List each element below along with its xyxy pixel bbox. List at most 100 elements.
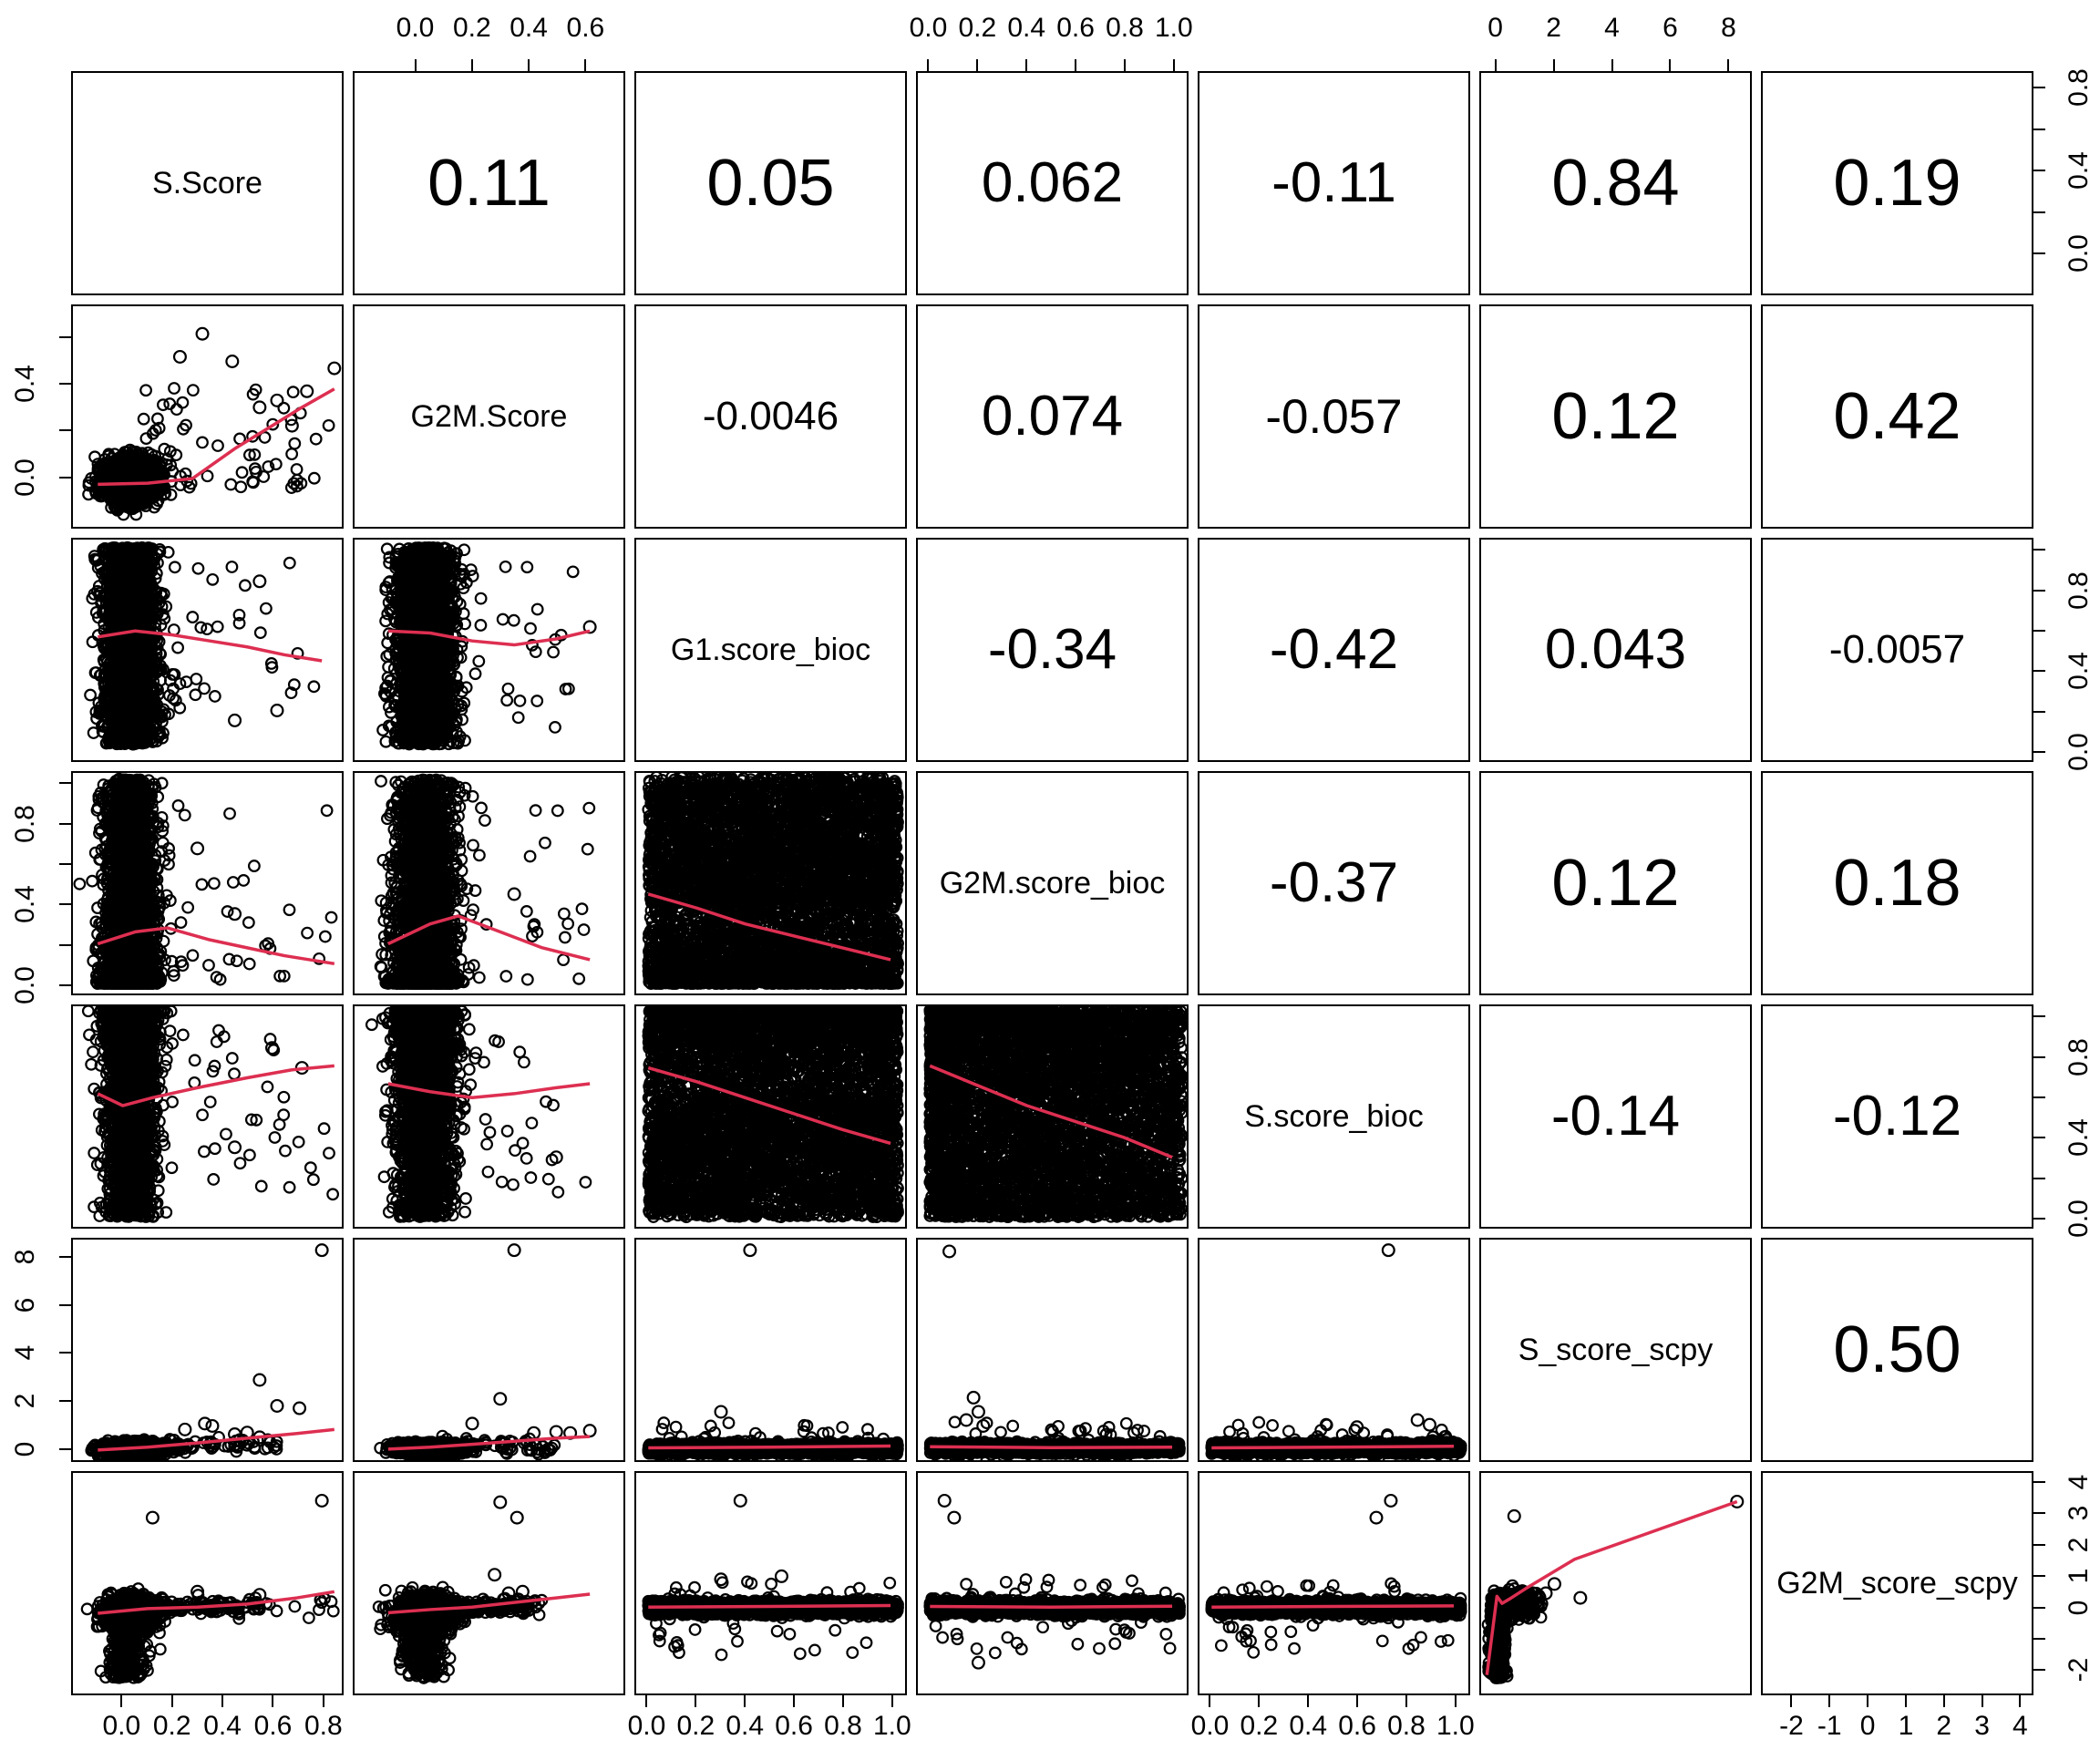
axis-tick <box>59 1352 71 1354</box>
axis-tick <box>59 1447 71 1450</box>
correlation-value: 0.062 <box>981 151 1124 214</box>
scatter-canvas <box>636 1240 905 1460</box>
correlation-value: -0.34 <box>987 618 1117 681</box>
panel-r2c3-corr: -0.0046 <box>634 304 907 529</box>
axis-tick <box>1454 1695 1457 1707</box>
axis-tick <box>59 1399 71 1402</box>
panel-r4c2-scatter <box>353 771 625 995</box>
axis-tick <box>2033 670 2045 673</box>
axis-tick <box>2033 1177 2045 1179</box>
axis-tick-label: 0.4 <box>510 13 548 43</box>
axis-tick-label: 0.0 <box>2064 733 2094 771</box>
axis-tick <box>2033 1638 2045 1641</box>
axis-tick <box>59 429 71 432</box>
axis-tick <box>2033 1575 2045 1578</box>
panel-r6c6-diag: S_score_scpy <box>1479 1238 1752 1462</box>
scatter-canvas <box>355 773 623 993</box>
panel-r3c2-scatter <box>353 538 625 762</box>
panel-r2c2-diag: G2M.Score <box>353 304 625 529</box>
panel-r6c2-scatter <box>353 1238 625 1462</box>
panel-r1c6-corr: 0.84 <box>1479 71 1752 295</box>
panel-r3c6-corr: 0.043 <box>1479 538 1752 762</box>
axis-tick <box>793 1695 796 1707</box>
axis-tick-label: 0.0 <box>10 458 40 497</box>
variable-label: G1.score_bioc <box>670 632 871 667</box>
axis-tick <box>1727 59 1730 71</box>
axis-tick-label: 0 <box>1859 1711 1876 1741</box>
axis-tick-label: 4 <box>2064 1474 2094 1490</box>
axis-tick-label: 8 <box>10 1249 40 1265</box>
axis-tick-label: -2 <box>2064 1658 2094 1683</box>
correlation-value: -0.0046 <box>702 394 839 438</box>
axis-tick <box>1172 59 1175 71</box>
axis-tick <box>2033 252 2045 255</box>
panel-r7c1-scatter <box>71 1471 344 1695</box>
axis-tick <box>170 1695 173 1707</box>
axis-tick-label: 0.2 <box>676 1711 715 1741</box>
axis-tick <box>890 1695 893 1707</box>
correlation-value: 0.11 <box>427 147 551 220</box>
variable-label: S_score_scpy <box>1518 1332 1714 1367</box>
axis-tick <box>1867 1695 1869 1707</box>
panel-r4c7-corr: 0.18 <box>1761 771 2033 995</box>
axis-tick-label: 0 <box>1488 13 1503 43</box>
axis-tick <box>221 1695 224 1707</box>
axis-tick <box>59 822 71 825</box>
axis-tick <box>59 983 71 986</box>
axis-tick <box>59 903 71 906</box>
axis-tick-label: 4 <box>1604 13 1620 43</box>
panel-r5c6-corr: -0.14 <box>1479 1004 1752 1229</box>
axis-tick-label: 0.4 <box>2064 151 2094 190</box>
correlation-value: 0.12 <box>1551 847 1680 920</box>
axis-tick <box>2033 1015 2045 1018</box>
scatter-canvas <box>1199 1473 1468 1693</box>
panel-r3c5-corr: -0.42 <box>1198 538 1470 762</box>
axis-tick <box>59 1256 71 1259</box>
panel-r5c1-scatter <box>71 1004 344 1229</box>
correlation-value: 0.18 <box>1833 847 1961 920</box>
correlation-value: -0.11 <box>1271 151 1396 214</box>
scatter-canvas <box>73 540 342 760</box>
panel-r4c4-diag: G2M.score_bioc <box>916 771 1189 995</box>
axis-tick-label: -2 <box>1779 1711 1804 1741</box>
correlation-value: 0.42 <box>1833 380 1961 453</box>
axis-tick <box>1258 1695 1261 1707</box>
axis-tick-label: 0.8 <box>304 1711 343 1741</box>
axis-tick <box>1209 1695 1211 1707</box>
panel-r3c4-corr: -0.34 <box>916 538 1189 762</box>
panel-r6c4-scatter <box>916 1238 1189 1462</box>
axis-tick <box>2033 1543 2045 1546</box>
scatter-canvas <box>636 1006 905 1227</box>
axis-tick-label: 1 <box>1898 1711 1914 1741</box>
axis-tick <box>2033 170 2045 172</box>
panel-r5c2-scatter <box>353 1004 625 1229</box>
axis-tick-label: 0.4 <box>10 365 40 403</box>
axis-tick <box>1075 59 1077 71</box>
panel-r2c6-corr: 0.12 <box>1479 304 1752 529</box>
axis-tick <box>2033 710 2045 713</box>
axis-tick <box>645 1695 648 1707</box>
axis-tick <box>2033 1669 2045 1672</box>
scatter-canvas <box>918 1240 1187 1460</box>
correlation-value: -0.0057 <box>1828 627 1966 672</box>
axis-tick-label: 0.0 <box>627 1711 666 1741</box>
axis-tick <box>1669 59 1672 71</box>
axis-tick <box>927 59 930 71</box>
axis-tick-label: 0.2 <box>958 13 997 43</box>
scatter-canvas <box>355 1473 623 1693</box>
axis-tick-label: 0.4 <box>10 885 40 924</box>
axis-tick-label: 0.2 <box>1240 1711 1279 1741</box>
axis-tick-label: 0.4 <box>1007 13 1046 43</box>
panel-r2c4-corr: 0.074 <box>916 304 1189 529</box>
axis-tick <box>2033 87 2045 89</box>
axis-tick-label: 0.0 <box>909 13 948 43</box>
axis-tick <box>2033 750 2045 753</box>
scatter-canvas <box>73 1240 342 1460</box>
panel-r7c7-diag: G2M_score_scpy <box>1761 1471 2033 1695</box>
axis-tick <box>272 1695 274 1707</box>
panel-r5c5-diag: S.score_bioc <box>1198 1004 1470 1229</box>
axis-tick <box>1904 1695 1907 1707</box>
axis-tick <box>470 59 473 71</box>
panel-r1c1-diag: S.Score <box>71 71 344 295</box>
axis-tick <box>1405 1695 1407 1707</box>
